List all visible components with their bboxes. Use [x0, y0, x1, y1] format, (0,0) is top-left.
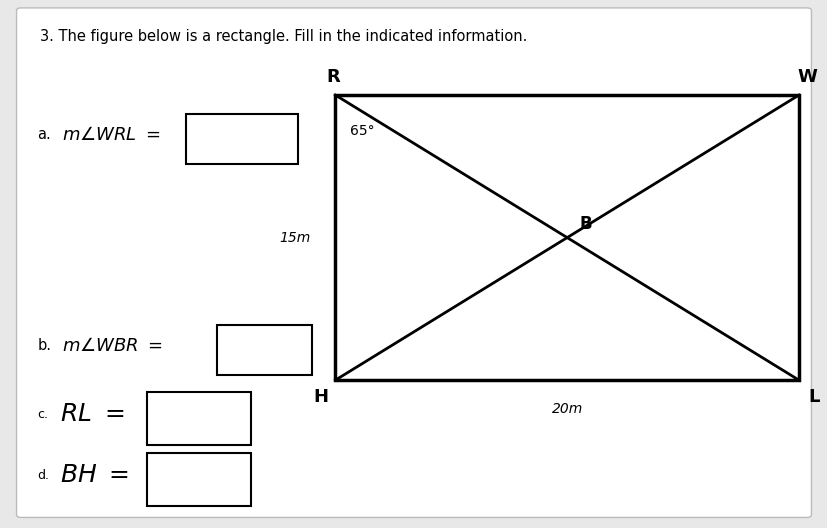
- Text: H: H: [313, 388, 327, 406]
- Text: W: W: [796, 68, 816, 86]
- Bar: [147, 453, 251, 506]
- Text: c.: c.: [37, 408, 48, 421]
- Text: b.: b.: [37, 338, 51, 353]
- Bar: [147, 392, 251, 445]
- Text: 20m: 20m: [551, 402, 582, 416]
- Text: L: L: [807, 388, 819, 406]
- Text: R: R: [326, 68, 339, 86]
- Text: d.: d.: [37, 469, 49, 482]
- Text: $m\angle WRL\ =$: $m\angle WRL\ =$: [62, 126, 160, 144]
- Bar: [186, 114, 298, 164]
- Text: a.: a.: [37, 127, 51, 142]
- Text: 15m: 15m: [279, 231, 310, 244]
- Text: $m\angle WBR\ =$: $m\angle WBR\ =$: [62, 337, 163, 355]
- Text: $BH\ =$: $BH\ =$: [60, 463, 129, 487]
- Text: $RL\ =$: $RL\ =$: [60, 402, 124, 427]
- Bar: [335, 95, 798, 380]
- Bar: [217, 325, 312, 375]
- FancyBboxPatch shape: [17, 8, 810, 517]
- Text: B: B: [578, 215, 591, 233]
- Text: 65°: 65°: [350, 124, 375, 138]
- Text: 3. The figure below is a rectangle. Fill in the indicated information.: 3. The figure below is a rectangle. Fill…: [40, 29, 527, 44]
